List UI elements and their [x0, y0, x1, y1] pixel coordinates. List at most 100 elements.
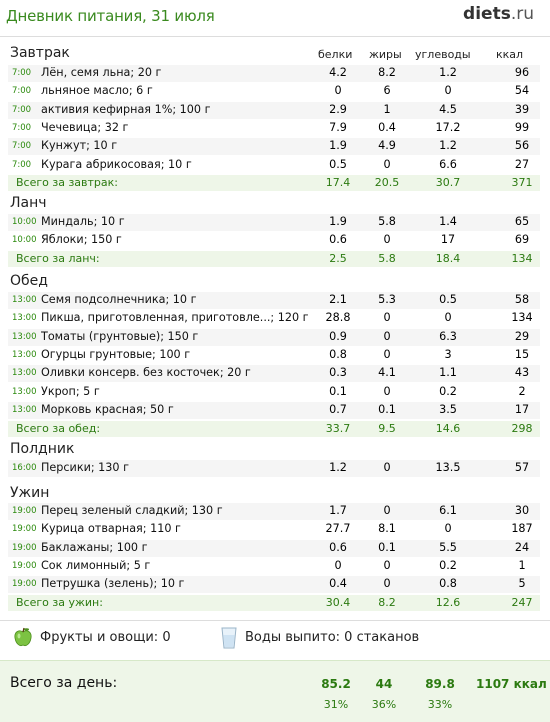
meal-time: 13:00: [12, 295, 37, 305]
food-row[interactable]: 7:00 активия кефирная 1%; 100 г 2.9 1 4.5 39: [8, 101, 540, 119]
total-kcal: 371: [511, 176, 533, 190]
protein-value: 0: [334, 84, 342, 98]
food-name[interactable]: Перец зеленый сладкий; 130 г: [41, 504, 223, 517]
meal-title: Ужин: [10, 485, 50, 501]
food-name[interactable]: Чечевица; 32 г: [41, 120, 129, 134]
food-row[interactable]: 19:00 Курица отварная; 110 г 27.7 8.1 0 187: [8, 521, 540, 538]
food-name[interactable]: Томаты (грунтовые); 150 г: [41, 329, 199, 343]
carbs-value: 0.2: [439, 558, 457, 572]
fat-value: 0: [383, 558, 391, 572]
day-protein: 85.2: [321, 677, 351, 691]
food-row[interactable]: 13:00 Морковь красная; 50 г 0.7 0.1 3.5 17: [8, 401, 540, 419]
col-carbs: углеводы: [415, 48, 471, 61]
food-name[interactable]: Баклажаны; 100 г: [41, 540, 148, 554]
kcal-value: 134: [511, 311, 533, 325]
total-kcal: 298: [511, 421, 533, 435]
carbs-value: 6.1: [439, 504, 457, 517]
food-name[interactable]: Персики; 130 г: [41, 461, 129, 474]
total-carbs: 30.7: [435, 176, 461, 190]
fat-value: 0: [383, 577, 391, 591]
site-logo[interactable]: diets.ru: [463, 4, 534, 24]
fat-value: 5.3: [378, 293, 396, 306]
meal-time: 7:00: [12, 68, 32, 78]
carbs-value: 1.2: [439, 139, 457, 153]
protein-value: 1.9: [329, 139, 347, 153]
food-row[interactable]: 7:00 Чечевица; 32 г 7.9 0.4 17.2 99: [8, 120, 540, 137]
food-name[interactable]: Пикша, приготовленная, приготовле...; 12…: [41, 311, 309, 325]
carbs-value: 0.5: [439, 293, 457, 306]
food-name[interactable]: Кунжут; 10 г: [41, 139, 118, 153]
protein-value: 0: [334, 558, 342, 572]
extras-row: Фрукты и овощи: 0 Воды выпито: 0 стакано…: [0, 624, 550, 656]
fat-value: 5.8: [378, 215, 396, 228]
protein-value: 1.2: [329, 461, 347, 474]
meal-total-row: Всего за ужин: 30.4 8.2 12.6 247: [8, 595, 540, 611]
kcal-value: 2: [518, 384, 526, 398]
meal-time: 19:00: [12, 542, 37, 553]
food-row[interactable]: 7:00 Кунжут; 10 г 1.9 4.9 1.2 56: [8, 138, 540, 156]
food-name[interactable]: льняное масло; 6 г: [41, 84, 153, 98]
carbs-value: 17: [440, 233, 456, 247]
food-row[interactable]: 19:00 Сок лимонный; 5 г 0 0 0.2 1: [8, 558, 540, 575]
food-name[interactable]: Семя подсолнечника; 10 г: [41, 293, 197, 306]
food-row[interactable]: 19:00 Петрушка (зелень); 10 г 0.4 0 0.8 5: [8, 576, 540, 594]
food-row[interactable]: 13:00 Оливки консерв. без косточек; 20 г 0…: [8, 365, 540, 383]
fat-value: 0: [383, 329, 391, 343]
food-row[interactable]: 16:00 Персики; 130 г 1.2 0 13.5 57: [8, 460, 540, 477]
food-row[interactable]: 13:00 Огурцы грунтовые; 100 г 0.8 0 3 15: [8, 347, 540, 364]
food-name[interactable]: Петрушка (зелень); 10 г: [41, 577, 185, 591]
day-total-label: Всего за день:: [10, 675, 118, 691]
total-fat: 8.2: [378, 596, 396, 609]
glass-icon: [221, 627, 237, 649]
food-name[interactable]: Миндаль; 10 г: [41, 215, 125, 228]
meal-total-label: Всего за завтрак:: [16, 176, 119, 190]
meal-time: 13:00: [12, 404, 37, 415]
kcal-value: 43: [514, 366, 530, 380]
food-name[interactable]: Укроп; 5 г: [41, 384, 100, 398]
footer-divider: [0, 620, 550, 621]
col-fat: жиры: [369, 48, 402, 61]
fat-value: 0: [383, 233, 391, 247]
kcal-value: 69: [514, 233, 530, 247]
fat-value: 4.9: [378, 139, 396, 153]
food-name[interactable]: активия кефирная 1%; 100 г: [41, 102, 211, 116]
food-name[interactable]: Яблоки; 150 г: [41, 233, 122, 247]
carbs-value: 0: [444, 311, 452, 325]
meal-title: Завтрак: [10, 45, 70, 61]
food-name[interactable]: Оливки консерв. без косточек; 20 г: [41, 366, 251, 380]
food-row[interactable]: 7:00 льняное масло; 6 г 0 6 0 54: [8, 83, 540, 100]
food-name[interactable]: Сок лимонный; 5 г: [41, 558, 151, 572]
food-name[interactable]: Курица отварная; 110 г: [41, 522, 181, 536]
total-kcal: 134: [511, 252, 533, 266]
meal-time: 10:00: [12, 217, 37, 227]
food-row[interactable]: 13:00 Укроп; 5 г 0.1 0 0.2 2: [8, 384, 540, 401]
kcal-value: 39: [514, 102, 530, 116]
food-row[interactable]: 10:00 Яблоки; 150 г 0.6 0 17 69: [8, 232, 540, 249]
food-row[interactable]: 13:00 Семя подсолнечника; 10 г 2.1 5.3 0.5 58: [8, 292, 540, 309]
carbs-value: 0.2: [439, 384, 457, 398]
fat-value: 8.1: [378, 522, 396, 536]
carbs-value: 1.1: [439, 366, 457, 380]
food-row[interactable]: 19:00 Перец зеленый сладкий; 130 г 1.7 0 6.1…: [8, 503, 540, 520]
food-row[interactable]: 19:00 Баклажаны; 100 г 0.6 0.1 5.5 24: [8, 539, 540, 557]
food-row[interactable]: 7:00 Лён, семя льна; 20 г 4.2 8.2 1.2 96: [8, 65, 540, 82]
food-name[interactable]: Морковь красная; 50 г: [41, 402, 174, 416]
day-total: Всего за день: 85.2 44 89.8 1107 ккал 31…: [0, 660, 550, 722]
food-name[interactable]: Лён, семя льна; 20 г: [41, 66, 162, 79]
logo-main: diets: [463, 4, 511, 24]
food-row[interactable]: 10:00 Миндаль; 10 г 1.9 5.8 1.4 65: [8, 214, 540, 231]
meal-time: 7:00: [12, 122, 32, 133]
food-name[interactable]: Огурцы грунтовые; 100 г: [41, 347, 191, 361]
food-row[interactable]: 13:00 Томаты (грунтовые); 150 г 0.9 0 6.3 29: [8, 328, 540, 346]
kcal-value: 1: [518, 558, 526, 572]
protein-value: 0.6: [329, 233, 347, 247]
protein-value: 0.9: [329, 329, 347, 343]
food-name[interactable]: Курага абрикосовая; 10 г: [41, 157, 192, 171]
protein-value: 0.5: [329, 157, 347, 171]
protein-value: 0.8: [329, 347, 347, 361]
food-row[interactable]: 7:00 Курага абрикосовая; 10 г 0.5 0 6.6 27: [8, 157, 540, 174]
fat-value: 0: [383, 384, 391, 398]
carbs-value: 6.3: [439, 329, 457, 343]
carbs-value: 17.2: [435, 120, 461, 134]
food-row[interactable]: 13:00 Пикша, приготовленная, приготовле..…: [8, 310, 540, 327]
